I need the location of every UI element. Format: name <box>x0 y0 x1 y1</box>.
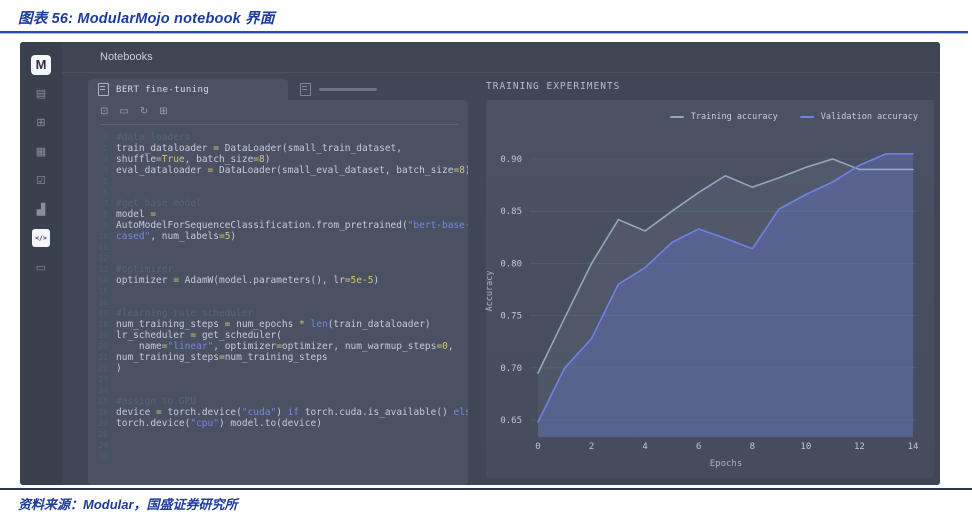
code-line: 8 model = <box>103 209 157 220</box>
code-line: 18 num_training_steps = num_epochs * len(… <box>98 319 431 330</box>
svg-text:0.85: 0.85 <box>500 207 522 217</box>
code-line: 15 <box>98 287 108 296</box>
svg-text:0.80: 0.80 <box>500 259 522 269</box>
tab-placeholder-dash <box>319 88 377 91</box>
svg-text:0.75: 0.75 <box>500 312 522 322</box>
figure-title: 图表 56: ModularMojo notebook 界面 <box>18 11 275 27</box>
svg-text:0.65: 0.65 <box>500 416 522 426</box>
add-notebook-icon[interactable]: ⊞ <box>36 116 46 129</box>
code-line: 1 #data loaders <box>103 132 191 143</box>
app-content: BERT fine-tuning ⊡ ▭ ↻ ⊞ 1 #data loaders 2 tra… <box>62 73 940 485</box>
training-line-swatch <box>669 116 684 118</box>
copy-icon[interactable]: ⊡ <box>100 106 109 117</box>
notebook-card: BERT fine-tuning ⊡ ▭ ↻ ⊞ 1 #data loaders 2 tra… <box>88 79 468 485</box>
svg-text:0: 0 <box>535 442 540 452</box>
y-axis-label: Accuracy <box>485 270 495 312</box>
experiments-header: TRAINING EXPERIMENTS <box>486 81 621 92</box>
code-line: 5 <box>103 177 108 186</box>
svg-text:6: 6 <box>696 442 701 452</box>
files-icon[interactable]: ▭ <box>35 261 47 274</box>
sidebar-icons: ▤ ⊞ ▦ ☑ ▟ </> ▭ <box>20 84 62 276</box>
code-line: 22) <box>98 363 122 374</box>
code-line: 23 <box>98 375 108 384</box>
notebook-doc-icon <box>98 83 109 96</box>
code-line: 13 #optimizer <box>98 264 174 275</box>
tab-bert-fine-tuning[interactable]: BERT fine-tuning <box>88 79 288 100</box>
figure-source: 资料来源：Modular，国盛证券研究所 <box>18 497 238 512</box>
code-line: 2 train_dataloader = DataLoader(small_tra… <box>103 143 402 154</box>
code-line: 20 name="linear", optimizer=optimizer, n… <box>98 341 454 352</box>
validation-line-swatch <box>799 116 814 118</box>
legend-label-training: Training accuracy <box>690 112 778 122</box>
save-icon[interactable]: ▭ <box>119 106 129 117</box>
code-line: 30 <box>98 452 108 461</box>
code-line: 14 optimizer = AdamW(model.parameters(), … <box>98 275 380 286</box>
svg-text:10: 10 <box>800 442 811 452</box>
svg-text:14: 14 <box>908 442 919 452</box>
topbar-title: Notebooks <box>100 51 153 63</box>
code-line: 28 <box>98 430 108 439</box>
legend-item-validation[interactable]: Validation accuracy <box>799 112 918 122</box>
training-chart-card: Training accuracy Validation accuracy Ac… <box>485 100 934 478</box>
code-line: 10 cased", num_labels=5) <box>98 231 237 242</box>
code-line: 4 eval_dataloader = DataLoader(small_eval… <box>103 165 468 176</box>
legend-item-training[interactable]: Training accuracy <box>669 112 778 122</box>
code-icon[interactable]: </> <box>32 229 50 247</box>
code-line: 26 device = torch.device("cuda") if torch… <box>98 407 468 418</box>
svg-text:0.70: 0.70 <box>500 364 522 374</box>
code-line: 29 <box>98 441 108 450</box>
code-line: 3 shuffle=True, batch_size=8) <box>103 154 271 165</box>
code-line: 6 <box>103 188 108 197</box>
notebook-doc-icon <box>300 83 311 96</box>
legend-label-validation: Validation accuracy <box>820 112 918 122</box>
code-line: 9 AutoModelForSequenceClassification.from… <box>103 220 468 231</box>
cell-toolbar: ⊡ ▭ ↻ ⊞ <box>88 100 468 122</box>
app-topbar: Notebooks <box>62 42 940 73</box>
tab-untitled[interactable] <box>300 79 377 100</box>
tab-label: BERT fine-tuning <box>116 84 210 95</box>
header-rule <box>0 31 968 33</box>
training-chart-svg: 0.65 0.70 0.75 0.80 0.85 0.90 0 2 4 6 8 10 12 14 Epoch… <box>500 152 919 469</box>
run-refresh-icon[interactable]: ↻ <box>139 106 149 117</box>
notebook-app-window: M ▤ ⊞ ▦ ☑ ▟ </> ▭ Notebooks BERT fine-tuning <box>20 42 940 485</box>
tasks-icon[interactable]: ☑ <box>36 174 46 187</box>
svg-text:4: 4 <box>642 442 647 452</box>
code-line: 24 <box>98 386 108 395</box>
footer-rule <box>0 488 972 490</box>
code-line: 17 #learning rate scheduler <box>98 308 254 319</box>
svg-text:0.90: 0.90 <box>500 155 522 165</box>
code-line: 12 <box>98 254 108 263</box>
app-sidebar: M ▤ ⊞ ▦ ☑ ▟ </> ▭ <box>20 42 62 485</box>
code-line: 21 num_training_steps=num_training_steps <box>98 352 328 363</box>
code-line: 25 #assign to GPU <box>98 396 197 407</box>
code-editor[interactable]: 1 #data loaders 2 train_dataloader = DataLo… <box>88 129 468 462</box>
code-line: 19 lr_scheduler = get_scheduler( <box>98 330 282 341</box>
svg-text:12: 12 <box>854 442 865 452</box>
code-line: 7 #get base model <box>103 198 202 209</box>
header-rule-shadow <box>0 33 968 34</box>
notebooks-icon[interactable]: ▤ <box>35 87 47 100</box>
metrics-icon[interactable]: ▟ <box>36 203 46 216</box>
code-line: 27 torch.device("cpu") model.to(device) <box>98 418 322 429</box>
svg-text:Epochs: Epochs <box>710 459 743 469</box>
toolbar-divider <box>100 124 458 125</box>
code-line: 16 <box>98 298 108 307</box>
notebook-tabrow: BERT fine-tuning <box>88 79 468 100</box>
modular-logo[interactable]: M <box>31 55 51 75</box>
chart-legend: Training accuracy Validation accuracy <box>669 112 918 122</box>
add-cell-icon[interactable]: ⊞ <box>159 106 168 117</box>
code-line: 11 <box>98 243 108 252</box>
datasets-icon[interactable]: ▦ <box>35 145 47 158</box>
notebook-body: ⊡ ▭ ↻ ⊞ 1 #data loaders 2 train_dataloader = D… <box>88 100 468 485</box>
svg-text:2: 2 <box>589 442 594 452</box>
svg-text:8: 8 <box>750 442 755 452</box>
